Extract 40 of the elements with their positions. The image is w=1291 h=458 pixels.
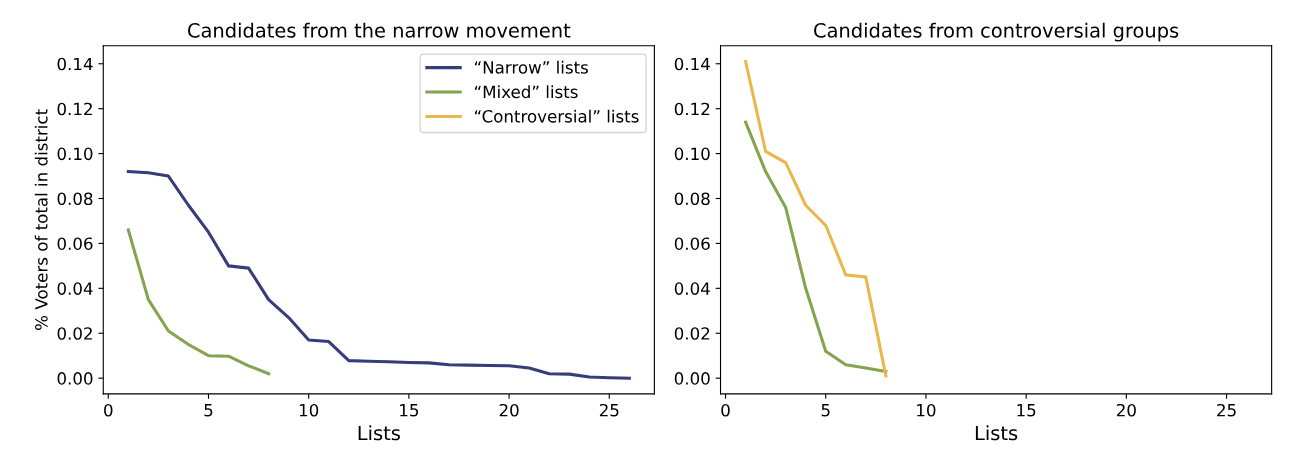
y-tick-label: 0.12	[57, 102, 92, 116]
y-tick-label: 0.10	[57, 147, 93, 161]
x-tick-label: 25	[599, 403, 619, 417]
y-tick-label: 0.02	[57, 327, 92, 340]
x-tick-label: 10	[299, 403, 319, 417]
x-tick-label: 15	[1017, 404, 1036, 417]
x-tick-label: 0	[721, 403, 730, 417]
x-tick-label: 5	[821, 404, 830, 417]
x-axis-title: Lists	[358, 425, 400, 441]
x-tick-label: 20	[1116, 403, 1136, 417]
y-axis-title: % Voters of total in district	[34, 109, 48, 330]
line-series	[126, 170, 631, 380]
y-tick-label: 0.00	[674, 372, 710, 385]
line-series	[126, 228, 271, 376]
y-tick-label: 0.06	[674, 237, 710, 250]
chart-title: Candidates from the narrow movement	[188, 22, 571, 38]
y-tick-label: 0.14	[57, 57, 93, 71]
y-tick-label: 0.14	[674, 57, 710, 71]
x-tick-label: 0	[104, 403, 113, 417]
y-tick-label: 0.04	[674, 282, 710, 295]
y-tick-label: 0.08	[57, 192, 93, 206]
x-tick-label: 25	[1217, 403, 1236, 417]
legend-label: “Narrow” lists	[474, 60, 588, 74]
x-tick-label: 10	[917, 403, 936, 417]
y-tick-label: 0.10	[674, 147, 710, 161]
y-tick-label: 0.12	[674, 102, 710, 116]
y-tick-label: 0.08	[674, 192, 710, 206]
y-tick-label: 0.00	[57, 372, 93, 385]
y-tick-label: 0.04	[57, 282, 93, 295]
line-series	[744, 59, 888, 378]
x-tick-label: 5	[204, 404, 213, 417]
chart-title: Candidates from controversial groups	[814, 22, 1179, 42]
x-tick-label: 20	[499, 403, 519, 417]
y-tick-label: 0.02	[674, 327, 710, 340]
legend-label: “Mixed” lists	[474, 85, 578, 99]
x-tick-label: 15	[400, 404, 419, 417]
line-series	[744, 120, 888, 373]
y-tick-label: 0.06	[57, 237, 93, 250]
x-axis-title: Lists	[975, 425, 1018, 441]
legend-label: “Controversial” lists	[474, 109, 639, 123]
